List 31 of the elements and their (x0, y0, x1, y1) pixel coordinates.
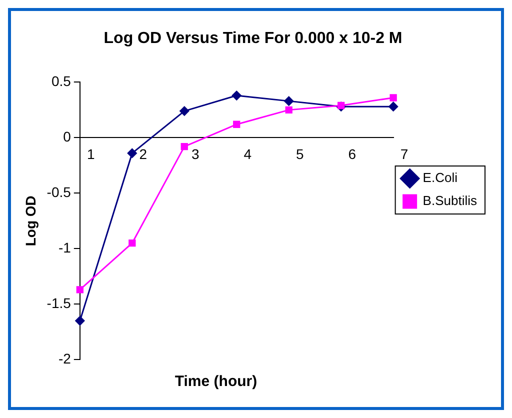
x-tick-label: 3 (191, 146, 200, 162)
y-tick-label: -2 (58, 350, 72, 366)
x-tick-label: 1 (87, 146, 96, 162)
point (232, 90, 242, 100)
y-axis-title: Log OD (22, 196, 38, 246)
y-tick-label: 0 (63, 128, 72, 145)
x-tick-label: 5 (296, 146, 304, 162)
y-tick-label: -1.5 (46, 294, 72, 311)
point (128, 240, 136, 247)
x-axis-title: Time (hour) (174, 373, 258, 390)
x-tick-label: 4 (244, 146, 252, 162)
point (180, 106, 190, 116)
y-tick-label: -0.5 (46, 184, 72, 200)
x-tick-label: 6 (348, 146, 356, 162)
chart-title: Log OD Versus Time For 0.000 x 10-2 M (104, 30, 402, 48)
point (233, 120, 240, 128)
y-tick-label: 0.5 (51, 73, 72, 90)
legend-label: E.Coli (422, 170, 458, 186)
point (127, 148, 137, 158)
point (284, 96, 294, 106)
y-tick-label: -1 (58, 240, 72, 256)
point (180, 142, 188, 150)
point (75, 316, 85, 326)
x-tick-label: 7 (400, 146, 408, 162)
x-tick-label: 2 (139, 146, 148, 162)
legend-label: B.Subtilis (422, 193, 478, 208)
point (390, 94, 397, 102)
point (76, 286, 84, 294)
point (338, 102, 345, 110)
point (388, 102, 398, 112)
point (285, 106, 292, 114)
